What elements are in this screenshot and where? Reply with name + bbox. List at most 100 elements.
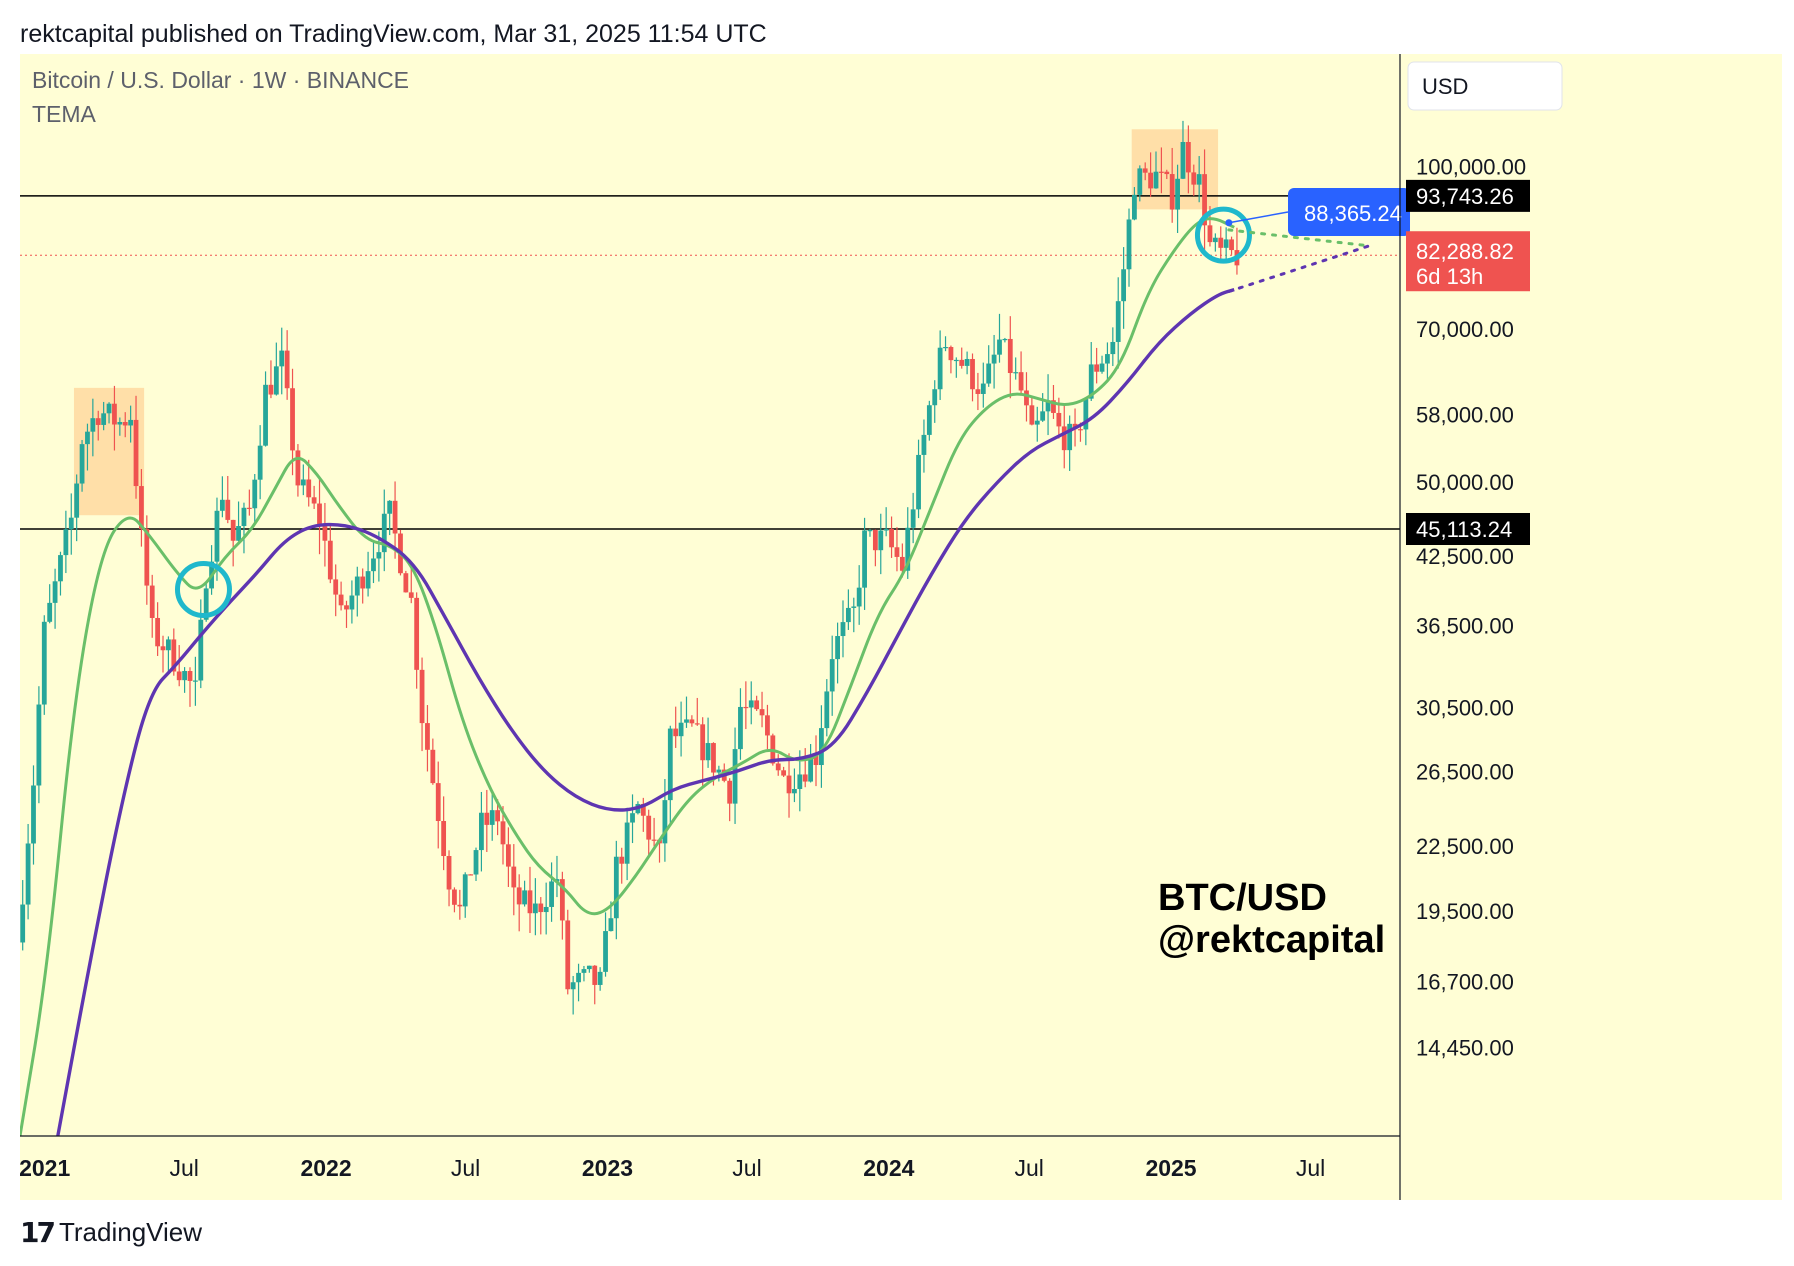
candle [748,681,754,725]
level-price-label-bg [1406,513,1530,546]
price-tick-label: 16,700.00 [1416,970,1514,995]
candle-body [889,528,894,548]
candle-body [1223,239,1229,248]
candle [802,748,808,788]
candle [230,519,236,567]
candle [1105,342,1110,382]
tradingview-footer[interactable]: 17 TradingView [20,1216,202,1249]
candle-body [344,605,349,610]
candle [435,761,441,849]
candle-body [473,850,479,875]
candle-body [570,982,576,990]
candle-body [1002,338,1008,341]
candle [856,565,862,625]
candle [522,880,527,907]
candle-body [306,479,312,498]
candle [959,347,965,369]
candle-body [112,403,117,425]
candle-body [948,346,954,361]
candle [128,405,134,443]
candle [991,334,997,389]
price-tick-label: 14,450.00 [1416,1036,1514,1061]
candle-body [1024,390,1029,406]
indicator-label[interactable]: TEMA [32,101,97,127]
candle-body [47,602,53,622]
candle [349,580,355,624]
candle-body [192,680,198,682]
candle-body [322,526,328,541]
candle [813,735,819,787]
candle-body [705,743,711,761]
candle [219,476,225,518]
candle [1196,156,1202,203]
candle-body [446,856,452,890]
annotations: 88,365.24 [174,188,1410,619]
candle [829,635,835,716]
candle-body [700,724,706,761]
candle-body [991,354,997,364]
candle-body [899,556,905,571]
candle [673,706,679,748]
candle [835,622,840,684]
candle-body [959,359,965,366]
candle-body [613,856,619,919]
level-price-label: 45,113.24 [1416,517,1512,542]
candle [484,789,490,852]
candle-body [667,728,673,801]
candle-body [79,444,85,484]
candle-body [608,918,614,932]
time-tick-label: 2022 [300,1155,351,1181]
candle [139,469,144,547]
purple-projection [1227,244,1371,293]
candle-body [1056,412,1062,427]
candle-body [1153,171,1159,189]
time-axis[interactable]: 2021 Jul 2022 Jul 2023 Jul 2024 Jul 2025 Jul [19,1155,1325,1181]
candle-body [819,728,824,766]
currency-selector[interactable] [1407,61,1563,111]
candle-body [640,803,646,816]
candle [1126,208,1132,287]
candle-body [349,595,355,610]
candle [689,715,695,727]
highlight-circle [1194,206,1252,264]
candle-body [1175,178,1180,210]
candle-body [651,839,657,841]
candle [1013,357,1019,380]
candle-body [986,363,992,384]
candle-body [263,384,268,446]
candle-body [198,619,204,681]
candle-body [597,971,603,985]
time-tick-label: Jul [1296,1155,1325,1181]
candle [322,502,328,567]
candle-body [122,422,128,426]
candle [1229,236,1234,255]
candle-body [711,743,716,773]
candle [667,725,673,826]
candle-body [646,815,652,840]
candle-body [20,904,26,943]
candle-body [1191,172,1197,185]
candle [1169,147,1175,223]
candle-body [1083,398,1089,430]
candle-body [1132,194,1137,220]
price-chart[interactable]: 88,365.24 120,000.00100,000.0085,000.007… [18,54,1782,1200]
symbol-title: Bitcoin / U.S. Dollar · 1W · BINANCE [32,67,409,93]
candle-body [532,903,538,914]
candle-body [905,527,911,571]
candle [419,657,425,752]
candle-body [214,510,220,562]
candle [122,412,128,438]
candle [479,791,484,872]
chart-container[interactable]: 88,365.24 120,000.00100,000.0085,000.007… [18,54,1782,1200]
candle-body [516,887,522,905]
candle-body [505,844,511,867]
candle [1137,165,1143,202]
candle [63,510,69,574]
price-tick-label: 22,500.00 [1416,834,1514,859]
candle [754,695,760,711]
candle [176,645,182,687]
candle-body [624,822,630,864]
candle-body [1126,219,1132,270]
candle-body [155,617,161,647]
candle [430,738,436,785]
